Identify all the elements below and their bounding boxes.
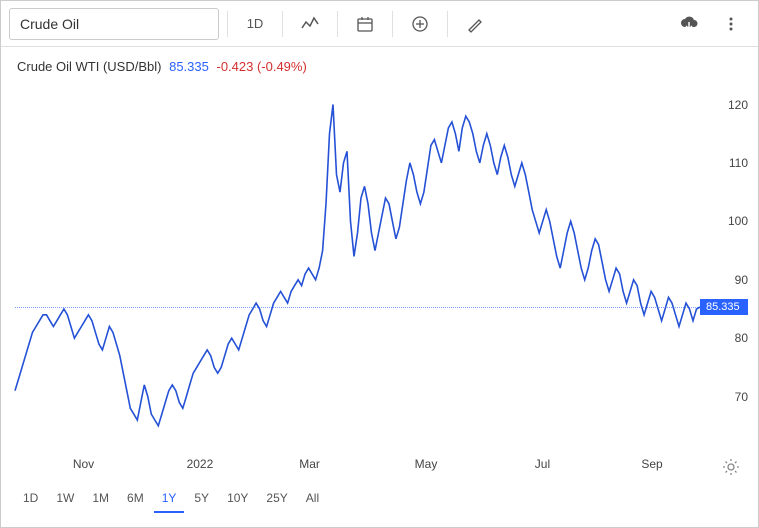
drawing-tool-button[interactable] [456, 8, 494, 40]
range-button-5y[interactable]: 5Y [186, 485, 217, 513]
range-button-6m[interactable]: 6M [119, 485, 152, 513]
calendar-button[interactable] [346, 8, 384, 40]
current-price-line [15, 307, 700, 308]
plus-circle-icon [411, 15, 429, 33]
current-price-tag: 85.335 [700, 299, 748, 315]
range-button-all[interactable]: All [298, 485, 327, 513]
x-tick-label: Sep [641, 457, 662, 471]
y-tick-label: 90 [735, 273, 748, 287]
instrument-change: -0.423 (-0.49%) [216, 59, 306, 74]
x-tick-label: 2022 [187, 457, 214, 471]
instrument-name: Crude Oil WTI (USD/Bbl) [17, 59, 161, 74]
price-line-path [15, 87, 700, 455]
dots-vertical-icon [722, 15, 740, 33]
range-button-1d[interactable]: 1D [15, 485, 46, 513]
separator [447, 11, 448, 37]
x-tick-label: Nov [73, 457, 94, 471]
instrument-header: Crude Oil WTI (USD/Bbl) 85.335 -0.423 (-… [1, 47, 758, 78]
range-button-1w[interactable]: 1W [48, 485, 82, 513]
y-axis: 85.335 708090100110120 [704, 87, 748, 455]
chart-widget: 1D Crude Oil WTI (USD/Bbl) 85.335 -0.423… [0, 0, 759, 528]
range-button-10y[interactable]: 10Y [219, 485, 256, 513]
x-tick-label: Jul [535, 457, 550, 471]
x-tick-label: Mar [299, 457, 320, 471]
separator [392, 11, 393, 37]
download-button[interactable] [670, 8, 708, 40]
more-options-button[interactable] [712, 8, 750, 40]
chart-type-button[interactable] [291, 8, 329, 40]
y-tick-label: 70 [735, 390, 748, 404]
range-button-1m[interactable]: 1M [84, 485, 117, 513]
x-tick-label: May [415, 457, 438, 471]
toolbar: 1D [1, 1, 758, 47]
range-button-1y[interactable]: 1Y [154, 485, 185, 513]
chart-plot-area[interactable] [15, 87, 700, 455]
range-selector: 1D1W1M6M1Y5Y10Y25YAll [15, 485, 327, 513]
add-indicator-button[interactable] [401, 8, 439, 40]
separator [337, 11, 338, 37]
y-tick-label: 80 [735, 331, 748, 345]
y-tick-label: 110 [729, 156, 748, 170]
range-button-25y[interactable]: 25Y [258, 485, 295, 513]
interval-button[interactable]: 1D [236, 8, 274, 40]
y-tick-label: 120 [728, 98, 748, 112]
cloud-download-icon [679, 15, 699, 33]
separator [282, 11, 283, 37]
calendar-icon [356, 15, 374, 33]
line-chart-icon [301, 15, 319, 33]
pencil-icon [466, 15, 484, 33]
y-tick-label: 100 [728, 214, 748, 228]
symbol-input[interactable] [9, 8, 219, 40]
chart-settings-button[interactable] [722, 458, 740, 481]
instrument-price: 85.335 [169, 59, 209, 74]
separator [227, 11, 228, 37]
x-axis: Nov 2022 Mar May Jul Sep [15, 457, 700, 477]
gear-icon [722, 458, 740, 476]
